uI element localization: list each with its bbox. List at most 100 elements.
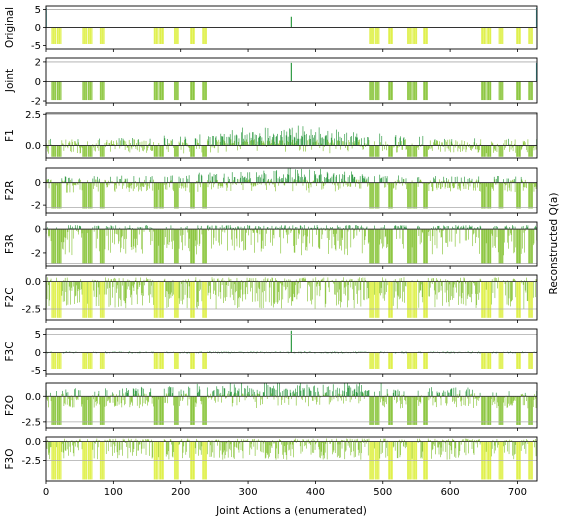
bar — [448, 282, 449, 302]
bar — [315, 392, 316, 396]
bar — [103, 28, 104, 44]
bar — [345, 282, 346, 296]
bar — [519, 282, 520, 318]
bar — [389, 229, 390, 263]
bar — [89, 352, 90, 369]
bar — [83, 183, 84, 209]
bar — [500, 229, 501, 263]
bar — [481, 352, 482, 369]
bar — [507, 282, 508, 305]
bar — [490, 282, 491, 318]
bar — [501, 28, 502, 44]
bar — [223, 178, 224, 183]
bar — [262, 396, 263, 404]
bar — [163, 229, 164, 263]
bar — [312, 135, 313, 146]
bar — [300, 379, 301, 396]
bar — [122, 183, 123, 189]
bar — [146, 141, 147, 146]
bar — [80, 183, 81, 190]
bar — [499, 146, 500, 157]
bar — [416, 282, 417, 318]
bar — [484, 146, 485, 157]
bar — [56, 391, 57, 396]
bar — [104, 183, 105, 209]
bar — [470, 183, 471, 187]
bar — [457, 142, 458, 146]
bar — [376, 352, 377, 369]
bar — [446, 229, 447, 243]
bar — [146, 442, 147, 455]
bar — [165, 396, 166, 402]
bar — [377, 282, 378, 318]
bar — [178, 352, 179, 369]
bar — [60, 183, 61, 209]
bar — [148, 282, 149, 296]
bar — [455, 229, 456, 247]
bar — [505, 282, 506, 296]
bar — [378, 282, 379, 318]
bar — [247, 386, 248, 397]
bar — [323, 183, 324, 189]
bar — [526, 282, 527, 293]
bar — [396, 229, 397, 239]
bar — [408, 396, 409, 425]
bar — [202, 146, 203, 153]
bar — [276, 136, 277, 146]
bar — [476, 179, 477, 182]
bar — [178, 229, 179, 263]
bar — [312, 396, 313, 400]
bar — [55, 282, 56, 318]
bar — [90, 282, 91, 318]
bar — [317, 396, 318, 402]
bar — [321, 183, 322, 190]
bar — [376, 146, 377, 157]
bar — [357, 282, 358, 304]
bar — [299, 278, 300, 281]
bar — [156, 282, 157, 318]
bar — [177, 396, 178, 425]
bar — [530, 229, 531, 263]
bar — [257, 177, 258, 183]
bar — [152, 176, 153, 183]
bar — [331, 138, 332, 146]
bar — [342, 141, 343, 145]
bar — [162, 352, 163, 369]
bar — [204, 282, 205, 318]
bar — [381, 282, 382, 293]
bar — [165, 138, 166, 145]
bar — [146, 278, 147, 282]
bar — [410, 352, 411, 369]
bar — [209, 282, 210, 286]
bar — [400, 229, 401, 238]
bar — [433, 177, 434, 182]
bar — [48, 146, 49, 154]
bar — [96, 396, 97, 405]
bar — [111, 140, 112, 145]
bar — [338, 183, 339, 190]
bar — [373, 282, 374, 318]
bar — [513, 396, 514, 403]
bar — [162, 396, 163, 425]
bar — [348, 146, 349, 152]
bar — [169, 282, 170, 294]
bars-original — [46, 8, 538, 44]
bar — [204, 396, 205, 425]
bar — [356, 392, 357, 396]
bar — [302, 137, 303, 146]
bar — [312, 282, 313, 300]
bar — [194, 352, 195, 369]
bar — [88, 229, 89, 263]
bar — [449, 282, 450, 307]
bar — [274, 183, 275, 188]
bar — [428, 278, 429, 282]
bar — [57, 282, 58, 318]
bar — [205, 146, 206, 157]
bar — [294, 229, 295, 252]
bar — [306, 134, 307, 146]
bar — [203, 282, 204, 318]
bar — [413, 146, 414, 157]
bar — [130, 282, 131, 298]
bar — [214, 174, 215, 182]
bar — [129, 140, 130, 146]
